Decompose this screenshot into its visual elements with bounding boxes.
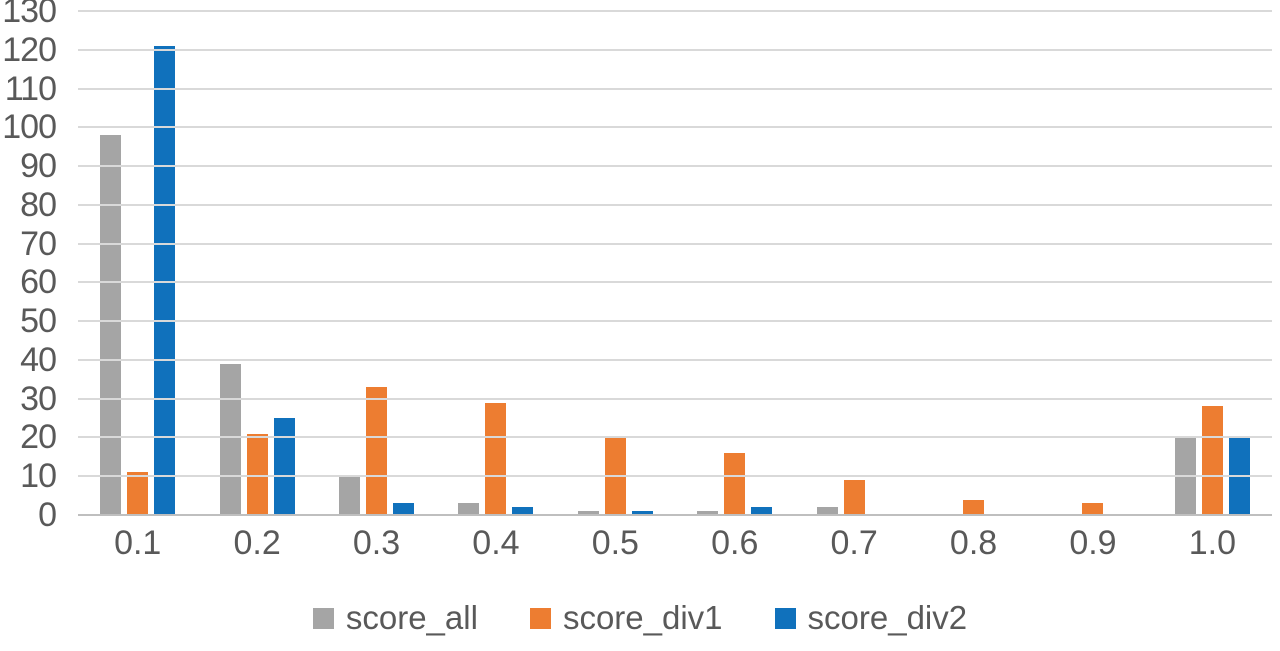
gridline-100 <box>78 126 1272 129</box>
y-tick-label-50: 50 <box>20 302 57 341</box>
bar-score_div2-0.5 <box>631 511 653 515</box>
y-tick-label-40: 40 <box>20 340 57 379</box>
bar-score_all-0.1 <box>100 135 122 515</box>
gridline-70 <box>78 242 1272 245</box>
y-tick-label-10: 10 <box>20 457 57 496</box>
legend-swatch-score_div2 <box>774 607 796 629</box>
legend-item-score_all: score_all <box>312 598 478 638</box>
y-tick-label-30: 30 <box>20 379 57 418</box>
gridline-80 <box>78 203 1272 206</box>
y-tick-label-100: 100 <box>2 108 57 147</box>
y-tick-label-70: 70 <box>20 224 57 263</box>
bar-group-0.3 <box>317 11 436 515</box>
x-tick-label-0.3: 0.3 <box>352 524 401 562</box>
bar-score_all-0.4 <box>458 503 480 515</box>
bar-score_div1-0.4 <box>485 402 507 515</box>
bar-group-0.9 <box>1033 11 1152 515</box>
bar-score_div1-0.3 <box>366 387 388 515</box>
bar-score_div2-0.6 <box>751 507 773 515</box>
legend-label-score_div1: score_div1 <box>562 599 723 636</box>
gridline-20 <box>78 436 1272 439</box>
bar-score_all-0.6 <box>697 511 719 515</box>
gridline-60 <box>78 281 1272 284</box>
bar-score_div2-0.3 <box>393 503 415 515</box>
bar-score_div2-0.4 <box>512 507 534 515</box>
y-axis: 0 10 20 30 40 50 60 70 80 90 100 110 120 130 <box>0 0 57 532</box>
bar-score_all-0.7 <box>816 507 838 515</box>
bar-score_div1-0.9 <box>1082 503 1104 515</box>
x-tick-label-0.7: 0.7 <box>830 524 878 562</box>
y-tick-label-80: 80 <box>20 185 57 224</box>
y-tick-label-0: 0 <box>38 496 57 534</box>
gridline-130 <box>78 10 1272 12</box>
y-tick-label-60: 60 <box>20 263 57 302</box>
gridline-50 <box>78 320 1272 323</box>
bar-group-0.8 <box>914 11 1033 515</box>
x-tick-label-0.8: 0.8 <box>949 524 998 562</box>
bar-score_div1-0.2 <box>246 433 268 515</box>
gridline-90 <box>78 165 1272 168</box>
bar-group-0.7 <box>794 11 913 515</box>
x-tick-label-0.4: 0.4 <box>472 524 520 562</box>
plot-area <box>78 10 1272 516</box>
gridline-10 <box>78 475 1272 478</box>
x-tick-label-1.0: 1.0 <box>1188 524 1236 562</box>
legend-label-score_all: score_all <box>345 599 478 636</box>
legend-swatch-score_all <box>312 607 334 629</box>
x-axis-line <box>78 514 1272 516</box>
bar-score_div1-0.6 <box>724 452 746 515</box>
bar-score_div1-1.0 <box>1201 406 1223 515</box>
bar-group-0.4 <box>436 11 555 515</box>
bar-score_all-0.3 <box>339 476 361 515</box>
gridline-30 <box>78 397 1272 400</box>
y-tick-label-110: 110 <box>4 69 57 108</box>
bar-score_all-0.5 <box>577 511 599 515</box>
bar-score_all-0.2 <box>219 363 241 515</box>
legend-label-score_div2: score_div2 <box>807 599 968 636</box>
y-tick-label-130: 130 <box>2 0 57 30</box>
x-axis: 0.1 0.2 0.3 0.4 0.5 0.6 0.7 0.8 0.9 1.0 <box>78 524 1272 562</box>
x-tick-label-0.6: 0.6 <box>711 524 759 562</box>
y-tick-label-20: 20 <box>20 418 57 457</box>
x-tick-label-0.5: 0.5 <box>591 524 639 562</box>
bar-score_div2-0.2 <box>273 418 295 515</box>
bar-score_div1-0.1 <box>127 472 149 515</box>
gridline-120 <box>78 48 1272 51</box>
x-tick-label-0.2: 0.2 <box>233 524 281 562</box>
legend-item-score_div2: score_div2 <box>774 598 968 638</box>
gridline-110 <box>78 87 1272 90</box>
legend-swatch-score_div1 <box>529 607 551 629</box>
bar-group-0.6 <box>675 11 794 515</box>
legend-item-score_div1: score_div1 <box>529 598 723 638</box>
y-tick-label-90: 90 <box>20 147 57 186</box>
bar-score_div1-0.8 <box>963 499 985 515</box>
x-tick-label-0.9: 0.9 <box>1069 524 1117 562</box>
x-tick-label-0.1: 0.1 <box>114 524 162 562</box>
y-tick-label-120: 120 <box>2 30 57 69</box>
bar-score_div1-0.7 <box>843 480 865 515</box>
gridline-40 <box>78 358 1272 361</box>
legend: score_all score_div1 score_div2 <box>0 598 1280 638</box>
